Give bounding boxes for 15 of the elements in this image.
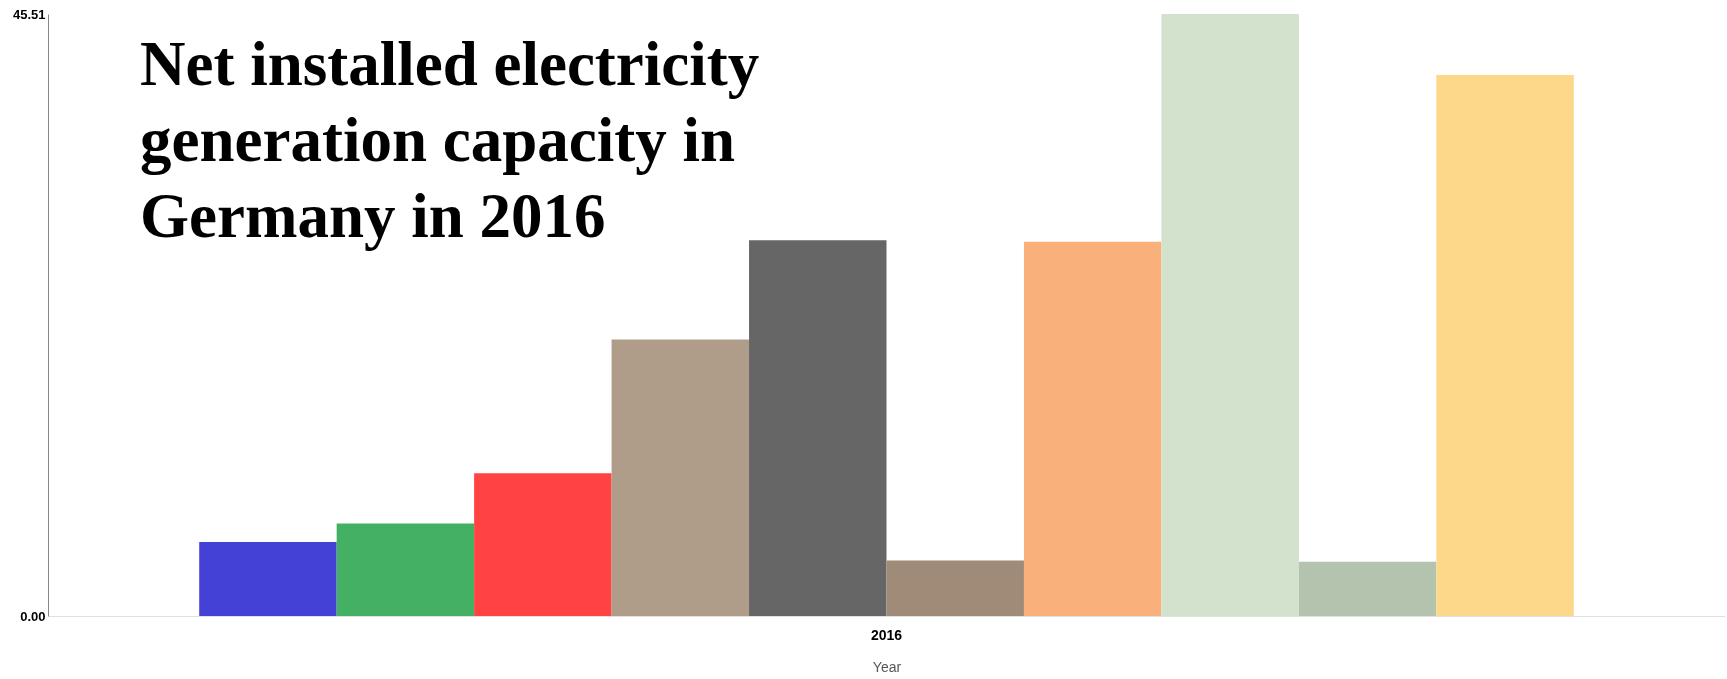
bar bbox=[1161, 14, 1299, 616]
y-tick-label: 0.00 bbox=[20, 608, 46, 624]
x-axis-title: Year bbox=[872, 658, 902, 675]
bar bbox=[886, 560, 1024, 616]
y-tick-label: 45.51 bbox=[12, 6, 46, 22]
bar bbox=[611, 339, 750, 616]
bar bbox=[199, 541, 337, 616]
bar bbox=[1436, 74, 1574, 616]
bar bbox=[1023, 241, 1162, 616]
bar bbox=[474, 473, 612, 616]
bar bbox=[749, 240, 887, 616]
text: Net installed electricity generation capacity in Germany in 2016 bbox=[140, 29, 760, 251]
bar bbox=[1298, 561, 1437, 616]
bar bbox=[336, 523, 475, 616]
x-tick-label: 2016 bbox=[870, 626, 903, 643]
